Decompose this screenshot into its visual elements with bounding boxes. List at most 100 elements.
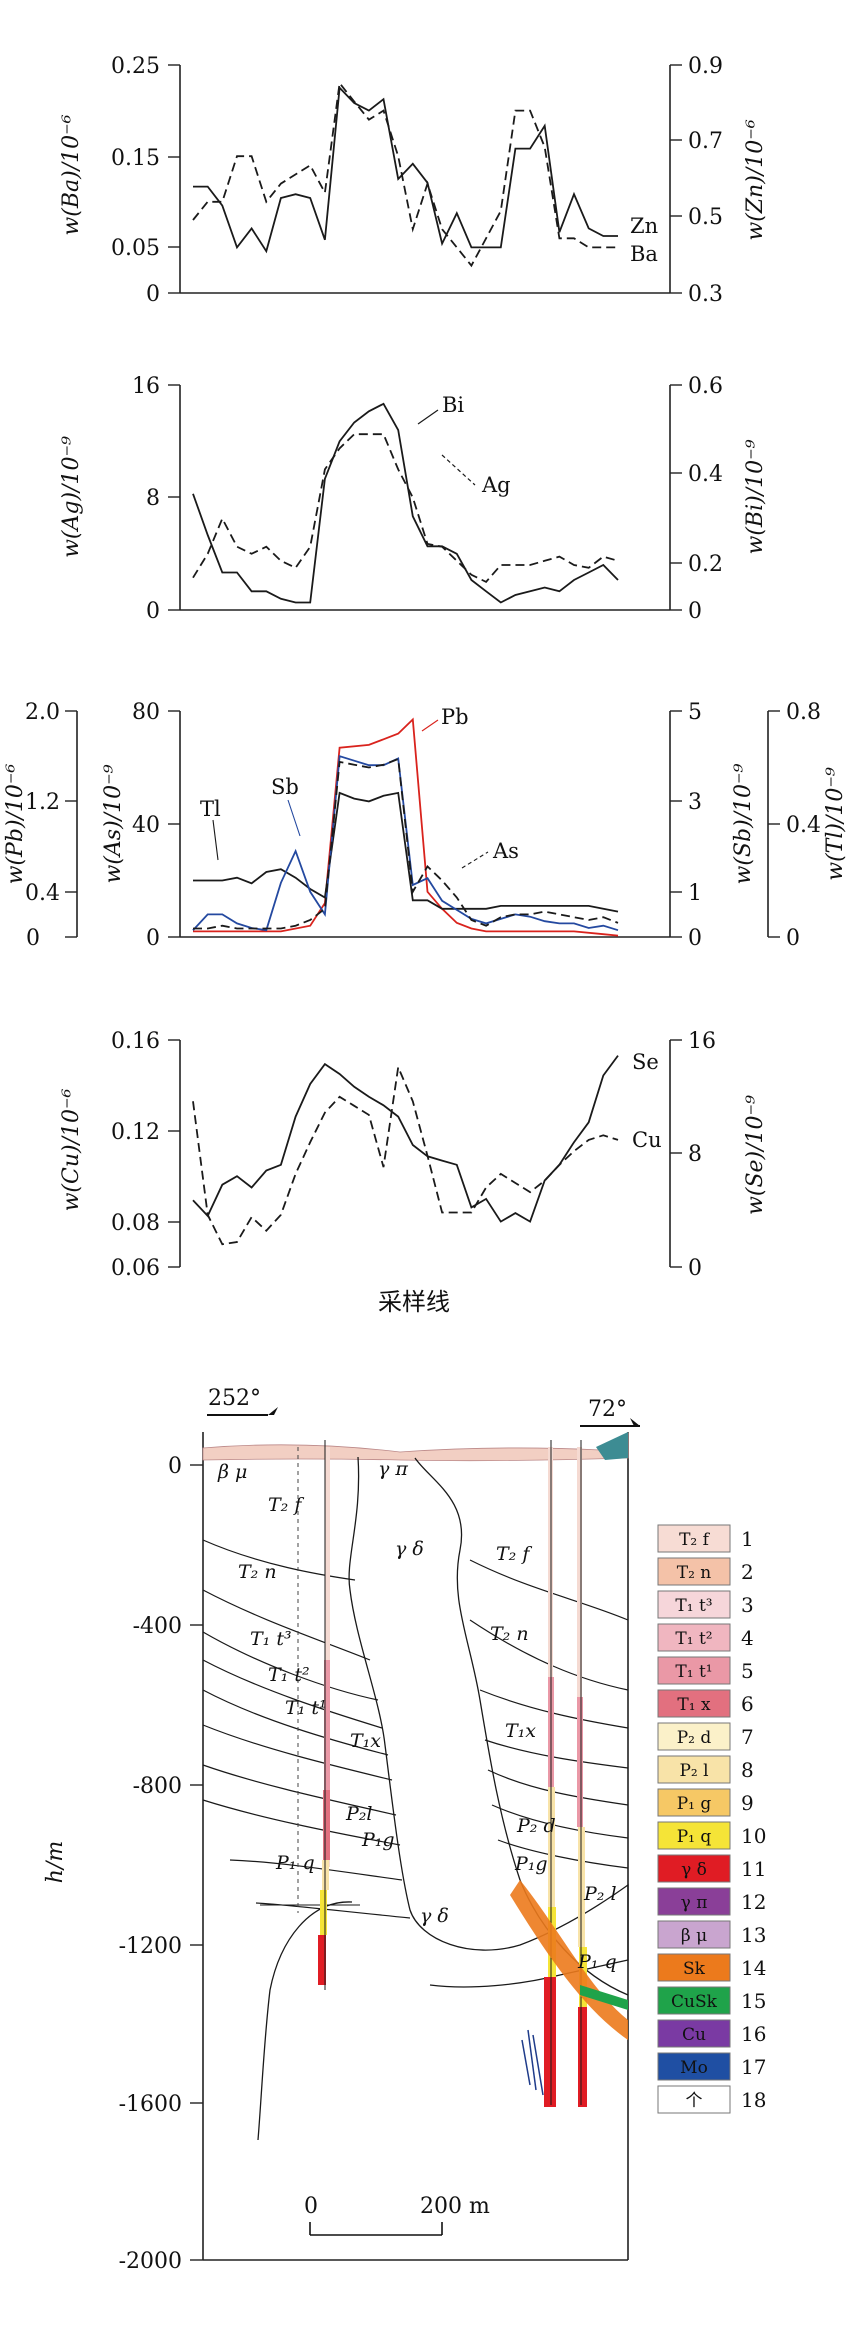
leader-pb (421, 719, 439, 732)
borehole-right (544, 1440, 587, 2107)
legend-label: β μ (681, 1926, 707, 1946)
tick-sb-3: 0 (688, 926, 702, 951)
tick-tl-2: 0 (786, 926, 800, 951)
legend-number: 7 (741, 1725, 754, 1749)
legend-label: T₁ t³ (675, 1596, 712, 1616)
legend-swatch (657, 1689, 731, 1718)
leader-bi (417, 409, 439, 425)
tick-zn-3: 0.3 (688, 282, 723, 307)
tick-ba-2: 0.05 (111, 236, 160, 261)
curve-label-sb: Sb (271, 775, 299, 799)
tick-cu-0: 0.16 (111, 1029, 160, 1054)
tick-zn-1: 0.7 (688, 129, 723, 154)
legend-number: 6 (741, 1692, 754, 1716)
legend-item-7: P₂ d 7 (657, 1722, 754, 1751)
legend-item-16: Cu 16 (657, 2019, 766, 2048)
curve-label-ba: Ba (630, 242, 658, 266)
label-p2l-l: P₂l (345, 1803, 372, 1825)
section-legend: T₂ f 1T₂ n 2T₁ t³ 3T₁ t² 4T₁ t¹ 5T₁ x 6P₂ d 7P₂… (657, 1524, 766, 2114)
series-se-line (192, 1055, 619, 1223)
legend-number: 12 (741, 1890, 766, 1914)
depth-tick-0: 0 (168, 1454, 182, 1479)
tick-cu-3: 0.06 (111, 1256, 160, 1281)
curve-label-pb: Pb (441, 705, 469, 729)
legend-item-14: Sk 14 (657, 1953, 766, 1982)
legend-item-2: T₂ n 2 (657, 1557, 754, 1586)
azimuth-right-label: 72° (588, 1397, 627, 1422)
tick-as-1: 40 (132, 813, 160, 838)
tick-tl-1: 0.4 (786, 813, 821, 838)
legend-swatch (657, 1623, 731, 1652)
tick-se-1: 8 (688, 1142, 702, 1167)
label-p1q-r: P₁ q (577, 1951, 617, 1973)
legend-number: 13 (741, 1923, 766, 1947)
series-ba-line (192, 80, 618, 268)
legend-label: Mo (680, 2058, 708, 2078)
legend-item-9: P₁ g 9 (657, 1788, 754, 1817)
leader-ag (441, 454, 476, 486)
legend-label: P₁ g (677, 1794, 712, 1814)
legend-number: 4 (741, 1626, 754, 1650)
tick-bi-1: 0.4 (688, 462, 723, 487)
series-bi-line (192, 402, 619, 604)
surface-cusk-patch (596, 1432, 628, 1460)
legend-number: 17 (741, 2055, 766, 2079)
label-gd-low: γ δ (420, 1905, 449, 1927)
ylabel-bi: w(Bi)/10⁻⁹ (743, 439, 768, 554)
legend-label: T₂ f (679, 1530, 711, 1550)
legend-swatch (657, 1854, 731, 1883)
tick-sb-0: 5 (688, 700, 702, 725)
series-as-line (193, 757, 619, 930)
depth-tick-5: -2000 (119, 2249, 182, 2274)
legend-label: γ π (681, 1893, 708, 1913)
curve-label-bi: Bi (442, 393, 464, 417)
legend-number: 18 (741, 2088, 766, 2112)
legend-number: 14 (741, 1956, 766, 1980)
legend-item-18: 个 18 (657, 2085, 766, 2114)
legend-label: T₂ n (677, 1563, 712, 1583)
scale-bar: 0 200 m (304, 2194, 490, 2236)
label-p1g-r: P₁g (514, 1853, 548, 1875)
legend-label: T₁ t² (675, 1629, 712, 1649)
cusk-lens (580, 1985, 628, 2010)
legend-swatch (657, 1557, 731, 1586)
label-t2f-r: T₂ f (496, 1543, 532, 1565)
curve-label-cu: Cu (632, 1128, 662, 1152)
legend-label: T₁ x (677, 1695, 711, 1715)
tick-ba-3: 0 (146, 282, 160, 307)
legend-number: 1 (741, 1527, 754, 1551)
xlabel-sampling-line: 采样线 (378, 1288, 450, 1316)
legend-swatch (657, 2019, 731, 2048)
label-t1t1-l: T₁ t¹ (285, 1697, 327, 1719)
tick-as-0: 80 (132, 700, 160, 725)
legend-swatch (657, 1755, 731, 1784)
legend-swatch (657, 1986, 731, 2015)
panel-ag-bi: 16 8 0 0.6 0.4 0.2 0 w(Ag)/10⁻⁹ w(Bi)/10… (59, 374, 768, 624)
tick-bi-0: 0.6 (688, 374, 723, 399)
ylabel-cu: w(Cu)/10⁻⁶ (59, 1088, 84, 1211)
label-t2f-l: T₂ f (268, 1494, 304, 1516)
tick-cu-1: 0.12 (111, 1120, 160, 1145)
legend-swatch (657, 1887, 731, 1916)
leader-tl (212, 819, 219, 861)
legend-number: 2 (741, 1560, 754, 1584)
legend-item-17: Mo 17 (657, 2052, 766, 2081)
legend-swatch (657, 1953, 731, 1982)
legend-swatch (657, 1821, 731, 1850)
ylabel-depth: h/m (43, 1841, 68, 1883)
depth-tick-1: -400 (133, 1614, 182, 1639)
curve-label-ag: Ag (481, 473, 511, 497)
series-zn-line (193, 85, 618, 254)
label-bm: β μ (217, 1461, 247, 1483)
legend-swatch (657, 1590, 731, 1619)
legend-item-8: P₂ l 8 (657, 1755, 754, 1784)
legend-label: 个 (686, 2091, 703, 2111)
lower-contact (257, 1901, 353, 2141)
mo-veinlets (521, 2029, 544, 2096)
tick-ba-1: 0.15 (111, 146, 160, 171)
legend-item-13: β μ 13 (657, 1920, 766, 1949)
legend-swatch (657, 1524, 731, 1553)
tick-pb-1: 1.2 (25, 790, 60, 815)
scale-end: 200 m (420, 2194, 490, 2219)
curve-label-tl: Tl (200, 797, 221, 821)
